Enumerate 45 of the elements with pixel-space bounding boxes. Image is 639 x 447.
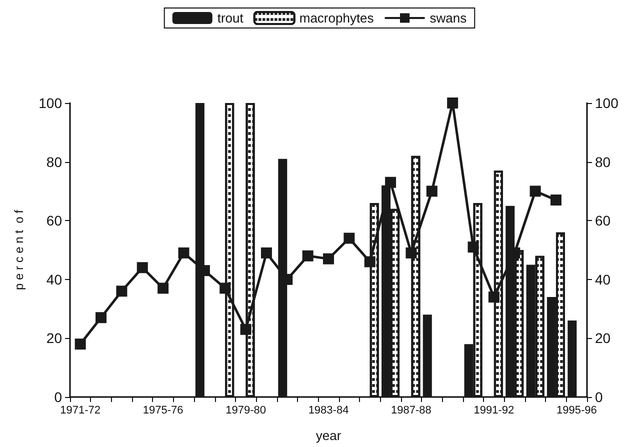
x-tick-label: 1991-92	[474, 404, 514, 416]
x-tick-label: 1983-84	[308, 404, 349, 416]
y-tick-label: 40	[46, 271, 62, 288]
point	[447, 98, 458, 108]
x-axis-title: year	[316, 428, 342, 443]
y2-tick-label: 0	[595, 389, 603, 405]
legend-label: swans	[430, 10, 468, 26]
point	[220, 282, 231, 294]
y2-tick-label: 80	[595, 154, 611, 170]
y2-tick-label: 20	[595, 330, 611, 346]
y2-tick-label: 40	[595, 271, 611, 288]
y-tick-label: 60	[46, 212, 62, 229]
point	[178, 247, 190, 258]
x-tick-label: 1971-72	[60, 404, 101, 416]
point	[344, 232, 355, 244]
y-tick-label: 80	[46, 154, 62, 170]
legend-label: macrophytes	[299, 10, 374, 26]
x-tick-label: 1975-76	[142, 404, 184, 416]
point	[158, 282, 169, 294]
x-tick-label: 1995-96	[556, 404, 597, 416]
y-tick-label: 20	[46, 330, 62, 346]
x-tick-label: 1979-80	[226, 404, 266, 416]
point	[240, 324, 252, 335]
point	[406, 247, 417, 258]
y-axis-title: p e r c e n t o f	[12, 209, 26, 290]
point	[323, 253, 334, 264]
point	[550, 194, 562, 206]
y-tick-label: 100	[38, 95, 62, 111]
x-tick-label: 1987-88	[391, 404, 432, 416]
point	[364, 256, 376, 268]
point	[136, 262, 148, 274]
y-tick-label: 0	[54, 389, 62, 405]
point	[116, 286, 128, 297]
y2-tick-label: 60	[595, 212, 611, 229]
point	[488, 292, 500, 303]
point	[74, 338, 86, 350]
point	[96, 312, 107, 324]
point	[260, 247, 272, 258]
y2-tick-label: 100	[595, 95, 619, 111]
point	[385, 176, 396, 188]
legend-label: trout	[217, 10, 244, 26]
point	[530, 186, 541, 197]
point	[302, 250, 314, 262]
point	[468, 242, 479, 253]
point	[426, 186, 438, 197]
